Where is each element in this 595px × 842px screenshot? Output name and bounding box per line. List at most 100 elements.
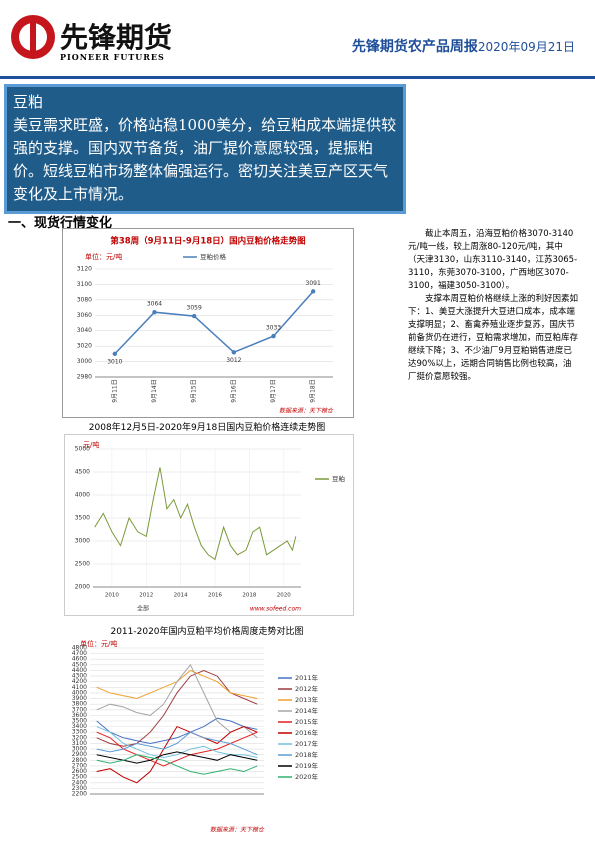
legend-label: 豆粕价格: [200, 252, 227, 261]
section-title: 一、现货行情变化: [8, 216, 113, 231]
y-tick-label: 2980: [77, 374, 92, 381]
y-tick-label: 2900: [72, 751, 87, 758]
y-tick-label: 3120: [77, 266, 92, 273]
series-line: [96, 751, 258, 764]
data-label: 3059: [187, 305, 202, 312]
y-tick-label: 3060: [77, 312, 92, 319]
y-tick-label: 3400: [72, 723, 87, 730]
x-tick-label: 9月16日: [230, 379, 237, 402]
legend-label: 豆粕: [332, 474, 345, 483]
y-tick-label: 4000: [72, 689, 87, 696]
series-line: [96, 717, 258, 745]
y-tick-label: 2000: [75, 584, 90, 591]
y-tick-label: 4400: [72, 667, 87, 674]
legend-label: 2018年: [295, 750, 319, 759]
legend-label: 2015年: [295, 717, 319, 726]
legend-label: 2016年: [295, 728, 319, 737]
date: 2020年09月21日: [477, 40, 575, 54]
summary-text: 美豆需求旺盛，价格站稳1000美分，给豆粕成本端提供较强的支撑。国内双节备货，油…: [13, 116, 397, 203]
caption: 2011-2020年国内豆粕平均价格周度走势对比图: [110, 627, 304, 637]
y-tick-label: 3800: [72, 701, 87, 708]
legend-label: 2017年: [295, 739, 319, 748]
source: 数据来源：天下粮仓: [210, 826, 265, 834]
y-tick-label: 3000: [72, 746, 87, 753]
point: [310, 289, 316, 294]
y-tick-label: 2500: [72, 774, 87, 781]
logo: [11, 15, 55, 59]
chart: 单位：元/吨 2200230024002500260027002800290030…: [72, 640, 319, 834]
x-tick-label: 2014: [174, 593, 188, 599]
y-tick-label: 4600: [72, 656, 87, 663]
chart: 元/吨 2000 2500 3000 3500 4000 4500 5000 2010 2012 2…: [64, 434, 354, 616]
legend-label: 2019年: [295, 761, 319, 770]
y-tick-label: 4200: [72, 678, 87, 685]
point: [112, 351, 118, 357]
series-line: [96, 731, 258, 756]
rule: [0, 76, 595, 79]
data-label: 3033: [266, 325, 281, 332]
y-axis-label: 单位：元/吨: [80, 640, 117, 648]
y-tick-label: 3000: [75, 538, 90, 545]
x-tick-label: 9月17日: [270, 379, 277, 402]
point: [231, 350, 237, 355]
y-tick-label: 2700: [72, 762, 87, 769]
legend-label: 2012年: [295, 684, 319, 693]
x-tick-label: 9月11日: [111, 379, 118, 402]
paragraph: 支撑本周豆粕价格继续上涨的利好因素如下：1、美豆大涨提升大豆进口成本，成本端支撑…: [408, 294, 579, 382]
x-tick-label: 2012: [139, 593, 153, 599]
point: [152, 310, 157, 315]
y-tick-label: 4000: [75, 492, 90, 499]
y-tick-label: 4800: [72, 645, 87, 652]
data-label: 3012: [226, 357, 241, 364]
source: 数据来源：天下粮仓: [279, 407, 334, 415]
y-tick-label: 3080: [77, 296, 92, 303]
point: [191, 313, 197, 319]
x-tick-label: 9月15日: [191, 379, 198, 402]
y-tick-label: 4500: [72, 661, 87, 668]
caption: 2008年12月5日-2020年9月18日国内豆粕价格连续走势图: [88, 423, 326, 433]
y-tick-label: 4700: [72, 650, 87, 657]
y-tick-label: 2200: [72, 791, 87, 798]
legend-label: 2011年: [295, 673, 319, 682]
series-line: [96, 754, 258, 775]
data-label: 3091: [306, 280, 321, 287]
y-tick-label: 2300: [72, 785, 87, 792]
y-tick-label: 5000: [75, 446, 90, 453]
series-line: [96, 725, 258, 784]
y-tick-label: 2600: [72, 768, 87, 775]
y-tick-label: 3600: [72, 712, 87, 719]
y-tick-label: 4500: [75, 469, 90, 476]
y-tick-label: 2400: [72, 779, 87, 786]
y-tick-label: 3020: [77, 343, 92, 350]
point: [271, 333, 276, 339]
legend-label: 2020年: [295, 772, 319, 781]
legend-label: 2014年: [295, 706, 319, 715]
summary-heading: 豆粕: [13, 93, 44, 111]
x-tick-label: 9月14日: [151, 379, 158, 402]
data-label: 3010: [107, 358, 122, 365]
y-tick-label: 2500: [75, 561, 90, 568]
y-tick-label: 3100: [72, 740, 87, 747]
y-tick-label: 3100: [77, 281, 92, 288]
source: www.sofeed.com: [250, 606, 301, 613]
y-tick-label: 3500: [72, 718, 87, 725]
data-label: 3064: [147, 301, 162, 308]
legend-label: 2013年: [295, 695, 319, 704]
y-tick-label: 3900: [72, 695, 87, 702]
y-tick-label: 3200: [72, 734, 87, 741]
y-tick-label: 3300: [72, 729, 87, 736]
y-tick-label: 3040: [77, 327, 92, 334]
y-axis-label: 元/吨: [83, 440, 99, 449]
series-line: [114, 290, 314, 355]
y-tick-label: 3000: [77, 358, 92, 365]
brand: 先锋期货: [60, 21, 173, 54]
summary-box: 豆粕 美豆需求旺盛，价格站稳1000美分，给豆粕成本端提供较强的支撑。国内双节备…: [4, 84, 406, 214]
x-tick-label: 2016: [208, 593, 222, 599]
y-tick-label: 3700: [72, 706, 87, 713]
y-axis-label: 单位：元/吨: [85, 252, 122, 261]
brand-en: PIONEER FUTURES: [60, 52, 165, 62]
report-title: 先锋期货农产品周报2020年09月21日: [352, 36, 575, 56]
body-text: 截止本周五，沿海豆粕价格3070-3140元/吨一线，较上周涨80-120元/吨…: [408, 228, 578, 384]
